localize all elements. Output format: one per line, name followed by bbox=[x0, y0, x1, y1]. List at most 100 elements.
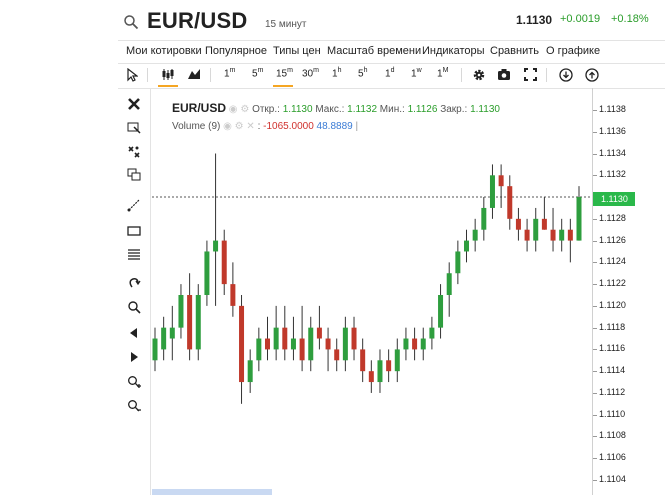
menu-time-scale[interactable]: Масштаб времени bbox=[327, 45, 422, 57]
zoom-in-icon[interactable] bbox=[127, 375, 141, 389]
menu-my-quotes[interactable]: Мои котировки bbox=[126, 45, 202, 57]
close-icon[interactable]: ✕ bbox=[246, 121, 255, 132]
candle bbox=[498, 164, 504, 208]
timeframe-1h[interactable]: 1h bbox=[332, 67, 342, 80]
price-axis-label: 1.1124 bbox=[599, 256, 626, 267]
download-icon[interactable] bbox=[559, 68, 573, 82]
price-axis-tick bbox=[593, 110, 597, 111]
eye-icon[interactable]: ◉ bbox=[223, 121, 232, 132]
rectangle-icon[interactable] bbox=[127, 224, 141, 238]
timeframe-1m[interactable]: 1m bbox=[224, 67, 236, 80]
price-axis-tick bbox=[593, 240, 597, 242]
zoom-icon[interactable] bbox=[127, 300, 141, 314]
close-icon[interactable] bbox=[127, 97, 141, 111]
menu-about-chart[interactable]: О графике bbox=[546, 45, 601, 57]
candle-body bbox=[559, 229, 565, 241]
menu-indicators[interactable]: Индикаторы bbox=[422, 45, 485, 57]
fullscreen-icon[interactable] bbox=[524, 68, 537, 81]
candle bbox=[161, 316, 167, 361]
candle-body bbox=[308, 327, 314, 361]
low-label: Мин.: bbox=[379, 104, 405, 115]
candle-body bbox=[256, 338, 262, 361]
settings-gear-icon[interactable] bbox=[472, 68, 486, 82]
search-icon[interactable] bbox=[123, 14, 139, 30]
upload-icon[interactable] bbox=[585, 68, 599, 82]
candlestick-chart[interactable] bbox=[152, 88, 592, 495]
trend-line-icon[interactable] bbox=[127, 198, 141, 212]
open-value: 1.1130 bbox=[282, 104, 313, 115]
candle-body bbox=[567, 229, 573, 241]
candle-body bbox=[213, 240, 219, 252]
menu-compare[interactable]: Сравнить bbox=[490, 45, 540, 57]
price-axis-tick bbox=[593, 371, 597, 373]
candle-body bbox=[412, 338, 418, 350]
timeframe-5h[interactable]: 5h bbox=[358, 67, 368, 80]
candle-body bbox=[403, 338, 409, 350]
price-axis-tick bbox=[593, 262, 597, 264]
eye-icon[interactable]: ◉ bbox=[228, 104, 238, 115]
open-label: Откр.: bbox=[252, 104, 280, 115]
candle bbox=[455, 240, 461, 285]
last-price: 1.1130 bbox=[516, 13, 553, 27]
candle-body bbox=[377, 360, 383, 383]
candle bbox=[152, 327, 158, 372]
candle bbox=[394, 338, 400, 383]
scroll-right-icon[interactable] bbox=[127, 350, 141, 364]
zoom-out-icon[interactable] bbox=[127, 399, 141, 413]
candle bbox=[204, 240, 210, 306]
magnet-icon[interactable] bbox=[127, 145, 141, 159]
price-axis-tick bbox=[593, 218, 597, 220]
area-chart-icon[interactable] bbox=[187, 68, 201, 80]
price-axis-tick bbox=[593, 414, 597, 416]
legend-symbol: EUR/USD bbox=[172, 101, 227, 115]
pan-icon[interactable] bbox=[127, 275, 141, 289]
price-axis-label: 1.1120 bbox=[599, 299, 626, 310]
select-area-icon[interactable] bbox=[127, 121, 141, 135]
timeframe-15m[interactable]: 15m bbox=[276, 67, 293, 80]
scroll-left-icon[interactable] bbox=[127, 326, 141, 340]
candle bbox=[325, 327, 331, 372]
candle-body bbox=[507, 186, 513, 219]
timeframe-5m[interactable]: 5m bbox=[252, 67, 264, 80]
price-axis-tick bbox=[593, 458, 597, 460]
volume-value: -1065.0000 bbox=[263, 121, 314, 132]
price-axis-tick bbox=[593, 131, 597, 133]
timeframe-1M[interactable]: 1M bbox=[437, 67, 449, 80]
price-axis-label: 1.1126 bbox=[599, 234, 626, 245]
menu-popular[interactable]: Популярное bbox=[205, 45, 268, 57]
candle bbox=[412, 327, 418, 361]
candle-body bbox=[264, 338, 270, 350]
candle bbox=[472, 218, 478, 252]
candle-body bbox=[195, 295, 201, 350]
cursor-icon[interactable] bbox=[126, 68, 138, 82]
candle bbox=[368, 360, 374, 393]
price-axis[interactable]: 1.1138 1.1136 1.1134 1.1132 1.1130 1.1128 1.11… bbox=[592, 88, 665, 495]
gear-icon[interactable]: ⚙ bbox=[240, 104, 250, 115]
candle bbox=[464, 229, 470, 263]
candle bbox=[576, 186, 582, 241]
price-axis-tick bbox=[593, 305, 597, 307]
price-axis-label: 1.1136 bbox=[599, 125, 626, 136]
price-axis-label: 1.1112 bbox=[599, 386, 626, 397]
volume-param: (9) bbox=[208, 121, 221, 132]
volume-label: Volume bbox=[172, 121, 206, 132]
price-axis-tick bbox=[593, 327, 597, 329]
timeframe-30m[interactable]: 30m bbox=[302, 67, 319, 80]
fibonacci-icon[interactable] bbox=[127, 248, 141, 262]
menu-price-types[interactable]: Типы цен bbox=[273, 45, 321, 57]
candle-body bbox=[576, 197, 582, 241]
price-change: +0.0019 bbox=[560, 13, 601, 25]
candles-icon[interactable] bbox=[161, 68, 175, 81]
candle-body bbox=[169, 327, 175, 339]
candle bbox=[308, 316, 314, 372]
gear-icon[interactable]: ⚙ bbox=[234, 121, 244, 132]
price-axis-label: 1.1110 bbox=[599, 408, 626, 419]
camera-icon[interactable] bbox=[497, 68, 511, 81]
candle-body bbox=[446, 273, 452, 295]
timeframe-1w[interactable]: 1w bbox=[411, 67, 422, 80]
price-axis-label: 1.1132 bbox=[599, 169, 626, 180]
timeframe-1d[interactable]: 1d bbox=[385, 67, 395, 80]
candle-body bbox=[455, 251, 461, 274]
layers-icon[interactable] bbox=[127, 168, 141, 182]
candle-body bbox=[187, 295, 193, 350]
